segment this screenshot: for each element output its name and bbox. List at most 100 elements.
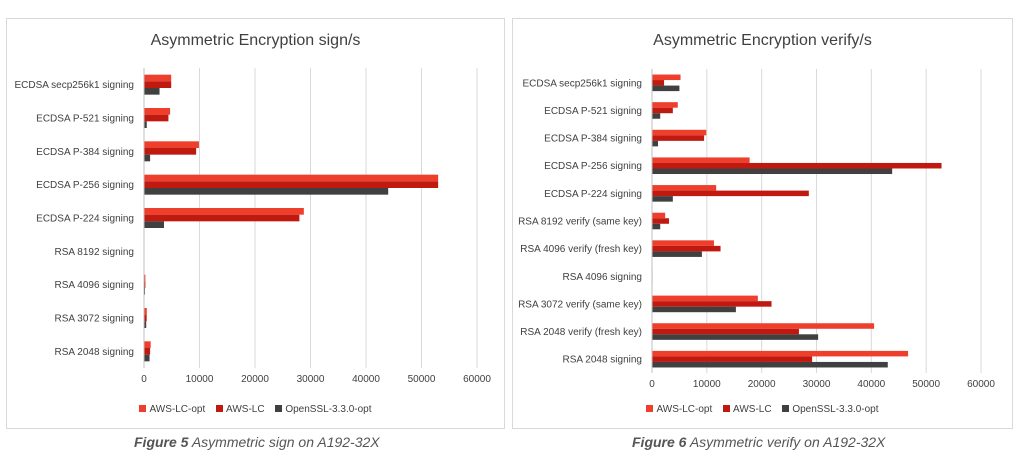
category-label: ECDSA secp256k1 signing [14, 80, 134, 91]
x-tick-label: 0 [141, 374, 147, 385]
category-label: ECDSA P-521 signing [36, 114, 134, 125]
bar-aws-lc [144, 81, 172, 88]
legend-swatch [782, 405, 790, 412]
figure-caption: Figure 6 Asymmetric verify on A192-32X [632, 434, 885, 450]
legend-label: AWS-LC [733, 404, 772, 415]
legend-item-aws-lc: AWS-LC [216, 404, 265, 415]
x-tick-label: 30000 [297, 374, 325, 385]
category-label: ECDSA secp256k1 signing [522, 78, 642, 89]
category-label: RSA 8192 signing [54, 247, 134, 258]
category-label: ECDSA P-384 signing [36, 147, 134, 158]
x-tick-label: 0 [649, 379, 655, 390]
legend-label: AWS-LC-opt [149, 404, 206, 415]
bar-openssl-3-3-0-opt [144, 354, 150, 362]
category-label: RSA 8192 verify (same key) [518, 217, 642, 228]
legend-item-openssl: OpenSSL-3.3.0-opt [275, 404, 372, 415]
x-tick-label: 20000 [748, 379, 776, 390]
bar-aws-lc-opt [652, 74, 681, 81]
bar-openssl-3-3-0-opt [652, 85, 680, 92]
bar-openssl-3-3-0-opt [144, 154, 151, 162]
bar-aws-lc [652, 162, 942, 169]
legend-swatch [723, 405, 731, 412]
bar-aws-lc-opt [652, 129, 707, 136]
bar-aws-lc [652, 328, 799, 335]
bar-aws-lc-opt [144, 108, 171, 115]
legend-item-aws-lc: AWS-LC [723, 404, 772, 415]
category-label: RSA 4096 signing [54, 280, 134, 291]
legend-swatch [139, 405, 147, 412]
caption-text: Asymmetric verify on A192-32X [686, 434, 886, 450]
category-label: ECDSA P-521 signing [544, 106, 642, 117]
bar-aws-lc-opt [652, 240, 714, 246]
category-label: ECDSA P-384 signing [544, 134, 642, 145]
category-label: ECDSA P-224 signing [544, 189, 642, 200]
sign-chart-plot: 0 10000 20000 30000 40000 50000 60000 ECDSA sec… [14, 68, 491, 385]
legend-item-aws-lc-opt: AWS-LC-opt [646, 404, 712, 415]
category-label: RSA 3072 signing [54, 314, 134, 325]
x-tick-label: 30000 [803, 379, 831, 390]
x-tick-label: 10000 [693, 379, 721, 390]
x-tick-label: 40000 [352, 374, 380, 385]
bar-openssl-3-3-0-opt [652, 251, 702, 257]
x-tick-label: 50000 [408, 374, 436, 385]
legend-swatch [275, 405, 283, 412]
bar-aws-lc [144, 281, 146, 288]
chart-title: Asymmetric Encryption verify/s [653, 32, 872, 49]
legend-swatch [216, 405, 224, 412]
legend-label: OpenSSL-3.3.0-opt [792, 404, 879, 415]
category-label: RSA 4096 signing [562, 272, 642, 283]
bar-aws-lc [652, 107, 673, 114]
figure-number: Figure 5 [134, 434, 189, 450]
x-tick-label: 10000 [186, 374, 214, 385]
x-tick-label: 50000 [912, 379, 940, 390]
legend-label: AWS-LC-opt [656, 404, 713, 415]
bar-aws-lc-opt [144, 208, 304, 215]
bar-aws-lc-opt [652, 295, 758, 302]
legend-item-openssl: OpenSSL-3.3.0-opt [782, 404, 879, 415]
bar-aws-lc [652, 245, 721, 252]
bar-openssl-3-3-0-opt [652, 168, 893, 175]
bar-openssl-3-3-0-opt [144, 88, 160, 95]
bar-aws-lc [652, 218, 669, 224]
legend-label: AWS-LC [226, 404, 265, 415]
bar-openssl-3-3-0-opt [652, 223, 661, 230]
bar-aws-lc [144, 114, 169, 122]
legend-item-aws-lc-opt: AWS-LC-opt [139, 404, 205, 415]
x-tick-label: 60000 [967, 379, 995, 390]
bar-openssl-3-3-0-opt [652, 113, 661, 119]
chart-legend: AWS-LC-opt AWS-LC OpenSSL-3.3.0-opt [513, 404, 1012, 415]
x-tick-label: 60000 [463, 374, 491, 385]
bar-aws-lc-opt [144, 274, 146, 282]
category-label: ECDSA P-224 signing [36, 214, 134, 225]
category-label: ECDSA P-256 signing [544, 161, 642, 172]
category-label: RSA 2048 signing [54, 347, 134, 358]
bar-aws-lc-opt [652, 102, 678, 108]
chart-title: Asymmetric Encryption sign/s [150, 32, 361, 49]
bar-openssl-3-3-0-opt [652, 361, 888, 368]
bar-openssl-3-3-0-opt [652, 140, 659, 147]
category-label: ECDSA P-256 signing [36, 180, 134, 191]
bar-openssl-3-3-0-opt [144, 188, 389, 195]
bar-openssl-3-3-0-opt [144, 321, 147, 328]
bar-aws-lc-opt [144, 74, 172, 82]
x-tick-label: 40000 [857, 379, 885, 390]
legend-label: OpenSSL-3.3.0-opt [285, 404, 372, 415]
figure-number: Figure 6 [632, 434, 687, 450]
bar-openssl-3-3-0-opt [144, 221, 164, 228]
bar-aws-lc-opt [144, 174, 439, 182]
bar-aws-lc-opt [652, 212, 666, 219]
category-label: RSA 3072 verify (same key) [518, 299, 642, 310]
bar-aws-lc-opt [144, 308, 147, 315]
bar-aws-lc [652, 135, 705, 141]
bar-aws-lc [144, 214, 300, 222]
chart-legend: AWS-LC-opt AWS-LC OpenSSL-3.3.0-opt [7, 404, 504, 415]
bar-openssl-3-3-0-opt [144, 121, 147, 128]
bar-aws-lc [652, 356, 813, 362]
verify-chart-panel: Asymmetric Encryption verify/s 0 10000 200… [512, 18, 1013, 429]
bar-openssl-3-3-0-opt [652, 196, 673, 202]
category-label: RSA 2048 verify (fresh key) [520, 327, 642, 338]
legend-swatch [646, 405, 654, 412]
bar-openssl-3-3-0-opt [652, 334, 819, 340]
category-label: RSA 2048 signing [562, 355, 642, 366]
bar-openssl-3-3-0-opt [652, 306, 736, 313]
